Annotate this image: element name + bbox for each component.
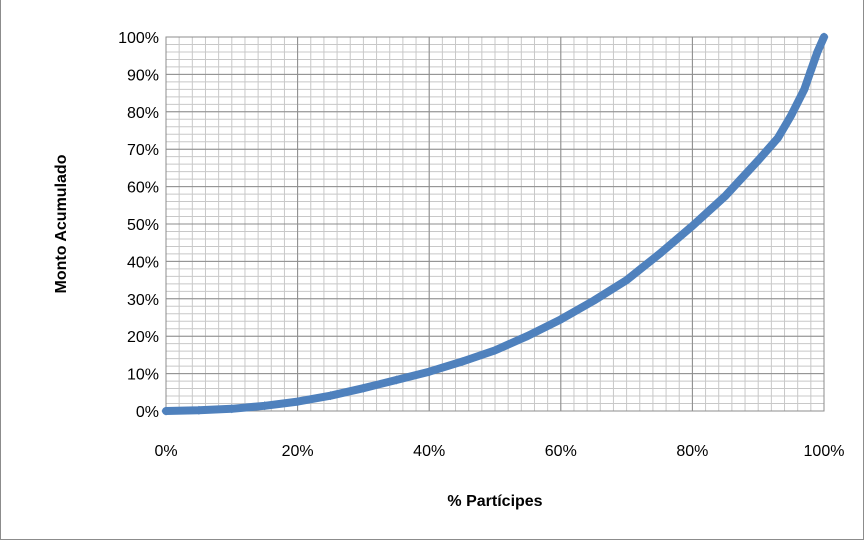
data-point-marker bbox=[424, 367, 434, 377]
data-point-marker bbox=[293, 397, 303, 407]
x-tick-label: 100% bbox=[804, 443, 845, 460]
data-point-marker bbox=[622, 275, 632, 285]
data-point-marker bbox=[358, 383, 368, 393]
x-tick-label: 80% bbox=[676, 443, 708, 460]
data-point-marker bbox=[655, 249, 664, 259]
x-tick-label: 60% bbox=[545, 443, 577, 460]
y-tick-label: 10% bbox=[127, 367, 159, 384]
y-tick-label: 100% bbox=[118, 30, 159, 47]
data-point-marker bbox=[819, 32, 829, 42]
data-point-marker bbox=[687, 221, 697, 231]
grid bbox=[165, 36, 825, 412]
y-tick-label: 40% bbox=[127, 254, 159, 271]
data-point-marker bbox=[773, 133, 783, 143]
y-tick-label: 60% bbox=[127, 180, 159, 197]
y-axis-label: Monto Acumulado bbox=[53, 154, 70, 293]
y-axis-tick-labels: 0% 10% 20% 30% 40% 50% 60% 70% 80% 90% 100% bbox=[118, 30, 159, 421]
data-point-marker bbox=[457, 357, 467, 367]
x-tick-label: 0% bbox=[154, 443, 177, 460]
data-point-marker bbox=[161, 406, 171, 416]
y-tick-label: 30% bbox=[127, 292, 159, 309]
data-point-marker bbox=[523, 331, 533, 341]
y-tick-label: 70% bbox=[127, 142, 159, 159]
data-point-marker bbox=[786, 111, 796, 121]
data-point-marker bbox=[194, 405, 204, 415]
data-point-marker bbox=[799, 84, 809, 94]
y-tick-label: 90% bbox=[127, 67, 159, 84]
data-point-marker bbox=[806, 66, 816, 76]
data-point-marker bbox=[260, 401, 270, 411]
y-tick-label: 20% bbox=[127, 329, 159, 346]
data-point-marker bbox=[753, 155, 763, 165]
x-tick-label: 20% bbox=[282, 443, 314, 460]
x-axis-tick-labels: 0% 20% 40% 60% 80% 100% bbox=[154, 443, 844, 460]
data-point-marker bbox=[326, 391, 335, 401]
data-point-marker bbox=[227, 404, 237, 414]
x-tick-label: 40% bbox=[413, 443, 445, 460]
series-layer bbox=[161, 32, 829, 416]
data-point-marker bbox=[490, 345, 500, 355]
data-point-marker bbox=[720, 191, 730, 201]
data-point-marker bbox=[812, 47, 822, 57]
data-point-marker bbox=[556, 314, 566, 324]
y-tick-label: 0% bbox=[136, 404, 159, 421]
plot-area-border bbox=[165, 36, 825, 412]
y-tick-label: 50% bbox=[127, 217, 159, 234]
y-tick-label: 80% bbox=[127, 105, 159, 122]
data-point-marker bbox=[391, 375, 401, 385]
data-point-marker bbox=[589, 296, 599, 306]
x-axis-label: % Partícipes bbox=[447, 493, 542, 510]
